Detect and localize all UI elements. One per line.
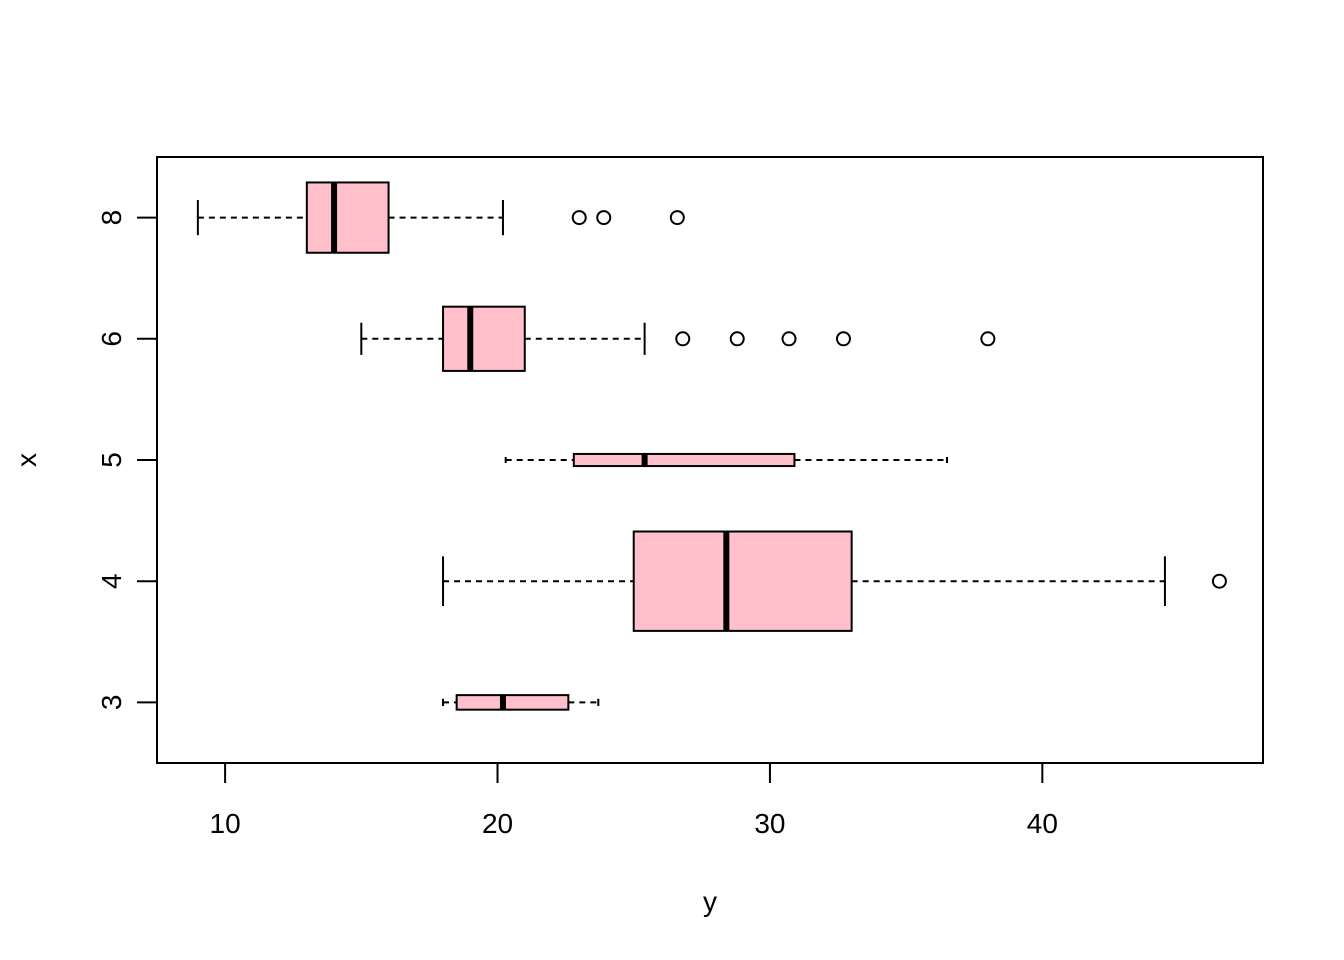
box-group-8 bbox=[196, 181, 685, 254]
box-3 bbox=[455, 694, 570, 711]
outlier-point-6-1 bbox=[729, 331, 745, 347]
box-group-4 bbox=[442, 530, 1227, 632]
outlier-point-6-0 bbox=[675, 331, 691, 347]
x-axis: 10 20 30 40 bbox=[210, 762, 1058, 839]
outlier-point-8-0 bbox=[571, 210, 587, 226]
y-tick-label-8: 8 bbox=[96, 210, 127, 226]
outlier-point-4-0 bbox=[1211, 573, 1227, 589]
outlier-point-6-2 bbox=[781, 331, 797, 347]
box-group-5 bbox=[504, 452, 948, 468]
outlier-point-8-2 bbox=[669, 210, 685, 226]
box-8 bbox=[305, 181, 390, 254]
chart-marks bbox=[196, 181, 1227, 711]
x-axis-title: y bbox=[703, 886, 717, 917]
box-group-6 bbox=[360, 305, 996, 372]
box-5 bbox=[572, 452, 796, 468]
box-group-3 bbox=[442, 694, 600, 711]
outlier-point-6-4 bbox=[980, 331, 996, 347]
box-4 bbox=[632, 530, 853, 632]
x-tick-label-10: 10 bbox=[210, 808, 241, 839]
x-tick-label-40: 40 bbox=[1027, 808, 1058, 839]
y-axis: 3 4 5 6 8 bbox=[96, 210, 158, 711]
y-axis-title: x bbox=[11, 453, 42, 467]
box-6 bbox=[442, 305, 526, 372]
outlier-point-8-1 bbox=[596, 210, 612, 226]
y-tick-label-6: 6 bbox=[96, 331, 127, 347]
y-tick-label-5: 5 bbox=[96, 452, 127, 468]
x-tick-label-30: 30 bbox=[754, 808, 785, 839]
y-tick-label-4: 4 bbox=[96, 573, 127, 589]
x-tick-label-20: 20 bbox=[482, 808, 513, 839]
outlier-point-6-3 bbox=[835, 331, 851, 347]
y-tick-label-3: 3 bbox=[96, 695, 127, 711]
